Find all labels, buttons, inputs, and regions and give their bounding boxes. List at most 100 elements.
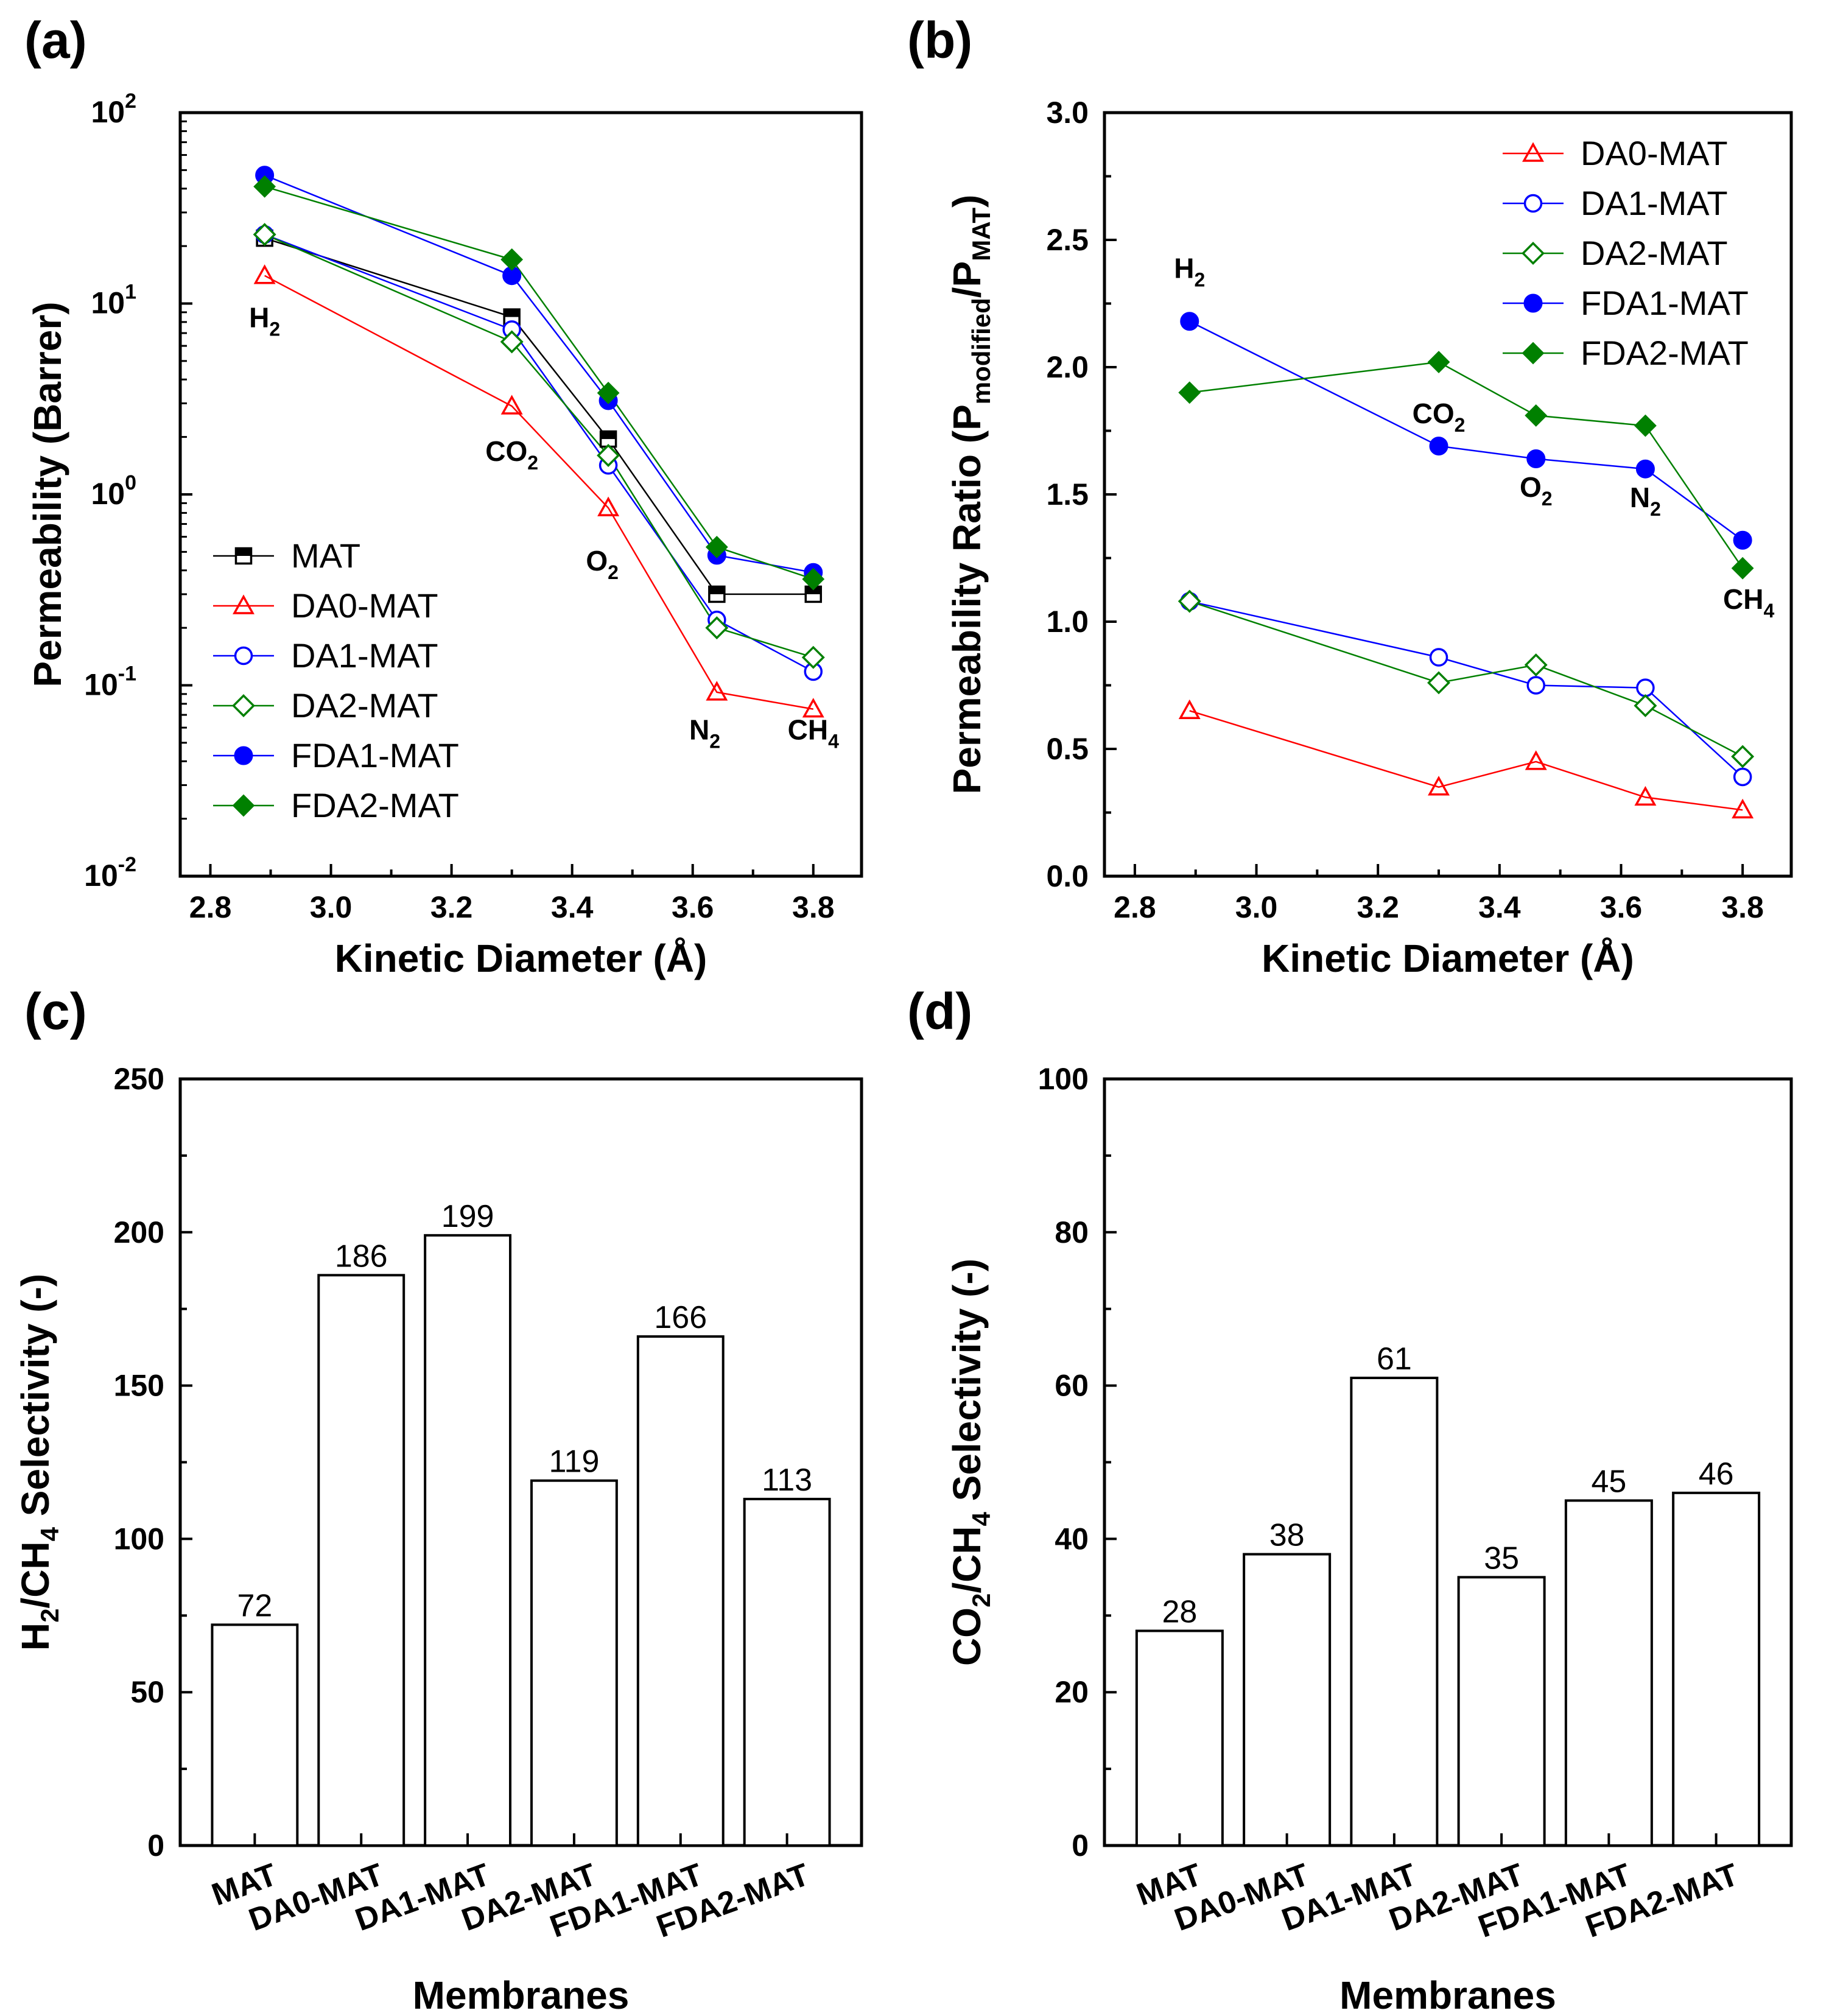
data-point-da2-mat: [1427, 671, 1451, 695]
bar-value-label: 35: [1484, 1540, 1519, 1576]
gas-label-sub: 2: [269, 318, 280, 340]
data-point-fda2-mat: [1427, 351, 1450, 374]
data-point-da0-mat: [253, 264, 276, 284]
panel-label-a: (a): [24, 12, 87, 69]
x-tick-label: 3.0: [310, 890, 353, 924]
data-point-da2-mat: [597, 444, 620, 467]
data-point-da0-mat: [1428, 776, 1450, 796]
bar-value-label: 72: [237, 1588, 272, 1623]
y-tick-label: 2.5: [1046, 223, 1089, 257]
legend-label: FDA2-MAT: [291, 786, 459, 824]
data-point-da1-mat: [1526, 676, 1545, 695]
data-point-da2-mat: [1731, 745, 1755, 768]
legend-label: DA0-MAT: [291, 586, 438, 625]
data-point-da2-mat: [1634, 694, 1657, 717]
gas-label-sub: 4: [828, 731, 839, 753]
gas-label-sub: 2: [1542, 488, 1553, 510]
y-tick-label: 10-2: [84, 853, 136, 893]
data-point-da1-mat: [1733, 767, 1752, 787]
legend-label: FDA1-MAT: [291, 736, 459, 774]
bar-da2-mat: [530, 1479, 618, 1847]
gas-label-base: CO: [485, 435, 527, 467]
gas-label: O2: [1520, 471, 1553, 510]
bar-value-label: 45: [1591, 1464, 1626, 1499]
data-point-mat-fill: [504, 309, 520, 317]
x-tick-label: 2.8: [1114, 890, 1156, 924]
data-point-fda1-mat: [1180, 312, 1199, 331]
data-point-fda2-mat: [1525, 404, 1548, 427]
legend-marker: [232, 794, 255, 817]
x-tick-label: 3.8: [792, 890, 835, 924]
data-point-da1-mat: [1429, 648, 1448, 667]
data-point-fda2-mat: [500, 248, 524, 271]
panel-label-d: (d): [907, 983, 972, 1040]
bar-mat: [1135, 1629, 1224, 1847]
y-tick-label-exp: -1: [118, 662, 136, 686]
y-tick-label: 0.5: [1046, 732, 1089, 766]
legend-marker: [1522, 242, 1545, 265]
gas-label-base: CH: [788, 714, 828, 746]
y-tick-label-base: 10: [91, 477, 125, 511]
data-point-fda1-mat: [1526, 449, 1546, 468]
y-axis-title: CO2/CH4 Selectivity (-): [945, 1259, 995, 1666]
data-point-da0-mat: [1634, 785, 1657, 806]
bar-value-label: 38: [1269, 1518, 1305, 1553]
gas-label-sub: 4: [1763, 600, 1774, 622]
legend-label: FDA1-MAT: [1581, 284, 1749, 322]
data-point-da2-mat: [1178, 589, 1201, 613]
y-tick-label-exp: 1: [125, 281, 136, 304]
x-tick-label: 3.6: [672, 890, 714, 924]
legend-label: DA2-MAT: [1581, 234, 1728, 272]
y-tick-label: 2.0: [1046, 350, 1089, 384]
data-point-da0-mat: [1178, 699, 1201, 720]
chart-d: 02040608010028MAT38DA0-MAT61DA1-MAT35DA2…: [945, 1062, 1793, 2016]
data-point-da0-mat: [1525, 750, 1547, 770]
y-tick-label: 150: [114, 1369, 164, 1403]
legend-marker: [232, 694, 255, 717]
x-tick-label: 3.0: [1235, 890, 1278, 924]
y-tick-label-exp: 0: [125, 471, 136, 494]
legend-marker: [1522, 142, 1544, 162]
bar-da0-mat: [317, 1274, 405, 1847]
data-point-fda2-mat: [1634, 414, 1657, 437]
y-tick-label: 100: [1038, 1062, 1089, 1096]
gas-label-base: O: [1520, 471, 1542, 503]
y-tick-label: 0: [1072, 1828, 1089, 1863]
gas-label-base: H: [249, 302, 269, 334]
x-tick-label: 2.8: [189, 890, 232, 924]
bar-fda2-mat: [1672, 1491, 1761, 1847]
y-tick-label: 102: [91, 90, 136, 129]
y-axis-title-sub: 2: [35, 1609, 64, 1623]
y-axis-title: Permeability Ratio (Pmodified/PMAT): [945, 195, 995, 795]
y-tick-label: 100: [91, 471, 136, 511]
gas-label: O2: [586, 545, 619, 583]
y-tick-label-base: 10: [91, 286, 125, 320]
y-tick-label: 100: [114, 1522, 164, 1556]
data-point-fda1-mat: [1635, 459, 1655, 479]
bar-value-label: 61: [1377, 1341, 1412, 1377]
y-tick-label-exp: -2: [118, 853, 136, 876]
data-point-fda2-mat: [253, 175, 276, 198]
bar-fda2-mat: [743, 1497, 831, 1847]
y-tick-label-exp: 2: [125, 90, 136, 113]
gas-label: CO2: [485, 435, 538, 474]
gas-label-sub: 2: [1455, 414, 1466, 436]
data-point-da2-mat: [253, 223, 276, 247]
y-tick-label: 50: [130, 1675, 164, 1709]
y-axis-title-mid: /CH: [13, 1541, 57, 1608]
y-tick-label: 60: [1055, 1369, 1089, 1403]
legend-marker: [233, 594, 255, 614]
legend-label: MAT: [291, 536, 360, 575]
data-point-fda1-mat: [1429, 437, 1448, 456]
legend: DA0-MAT DA1-MAT DA2-MAT FDA1-MAT FDA2-MAT: [1503, 134, 1749, 372]
data-point-mat-fill: [709, 586, 725, 594]
legend-marker-fill: [236, 548, 251, 556]
data-point-fda2-mat: [802, 567, 825, 591]
chart-b: 2.8 3.0 3.2 3.4 3.6 3.8 0.0 0.5 1.0 1.5 2.0 2.5 3.0 K…: [945, 96, 1793, 980]
legend-label: DA0-MAT: [1581, 134, 1728, 172]
gas-label-base: CO: [1413, 398, 1455, 429]
y-axis-title-text: H: [13, 1623, 57, 1651]
gas-label-base: CH: [1723, 583, 1763, 615]
y-tick-label: 0: [147, 1828, 164, 1863]
data-point-da2-mat: [500, 330, 524, 354]
